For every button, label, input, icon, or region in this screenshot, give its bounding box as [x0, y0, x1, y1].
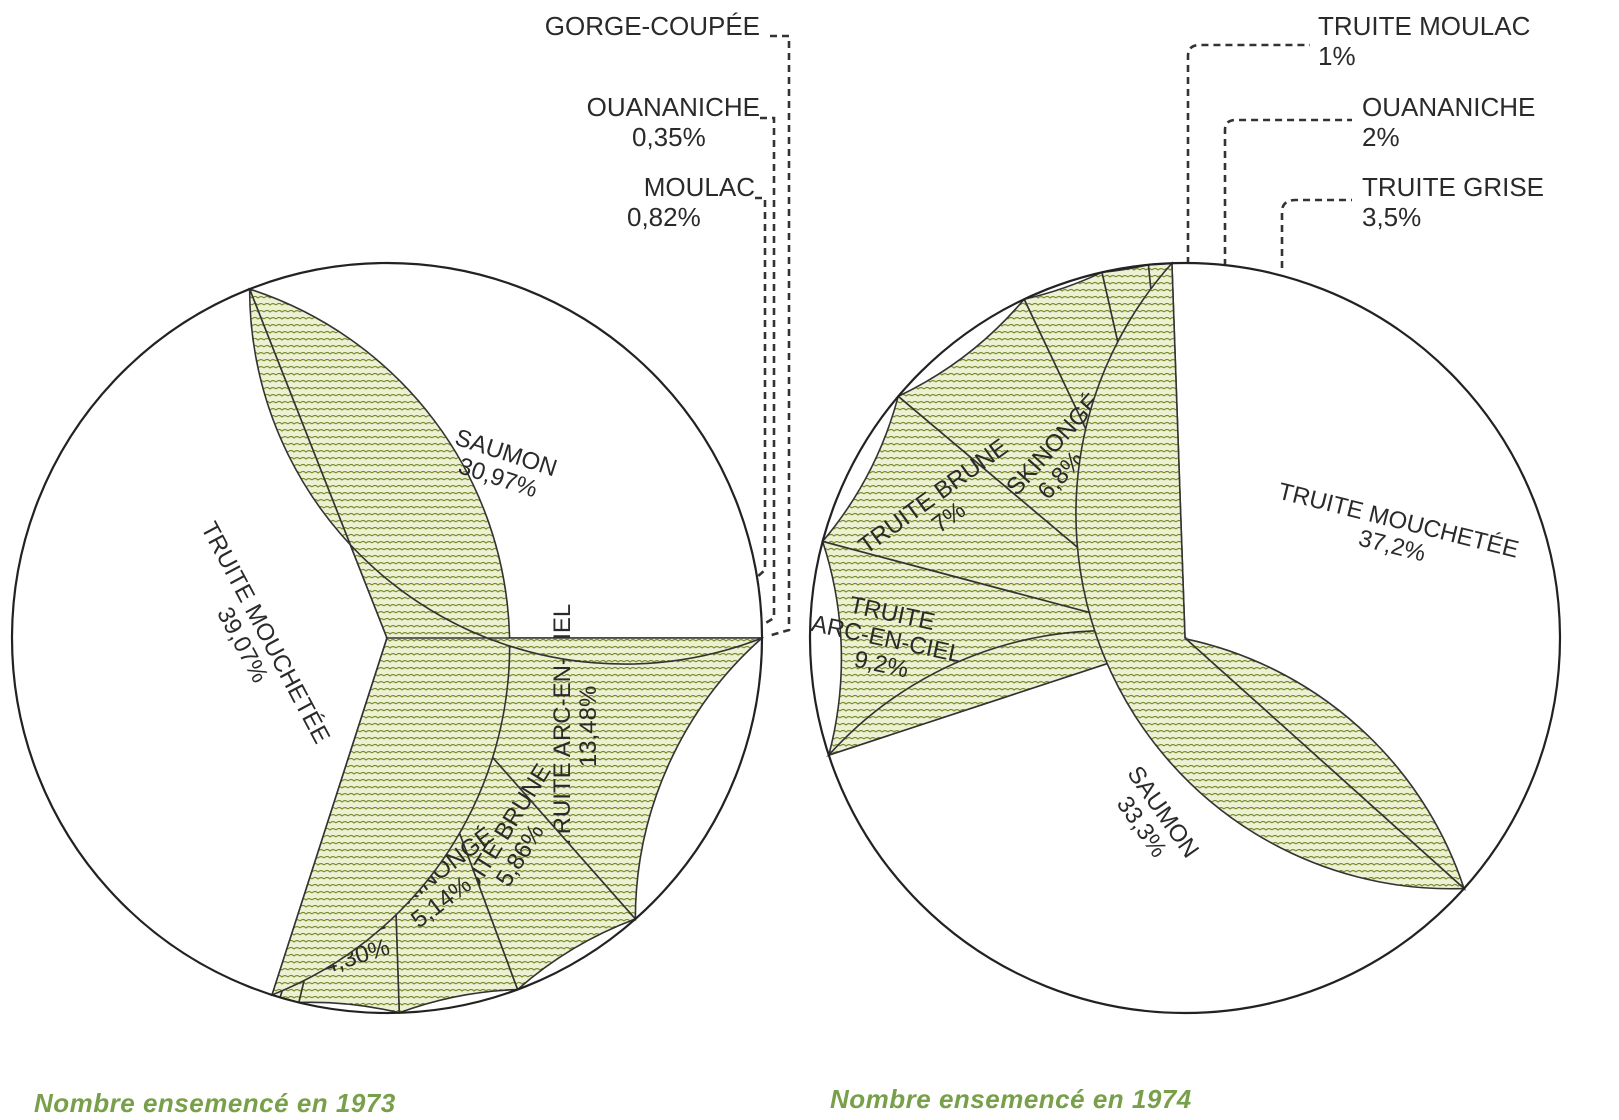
value-label-ouananiche: 2% — [1362, 122, 1400, 152]
leader-line-ouananiche — [760, 116, 776, 626]
label-ouananiche: OUANANICHE — [587, 92, 760, 122]
value-label-ouananiche: 0,35% — [632, 122, 706, 152]
label-moulac: MOULAC — [644, 172, 755, 202]
leader-line-gorge-coupee — [767, 34, 791, 638]
label-gorge-coupee: GORGE-COUPÉE — [545, 11, 760, 41]
label-ouananiche: OUANANICHE — [1362, 92, 1535, 122]
value-label-moulac: 0,82% — [627, 202, 701, 232]
label-truite-mouchetee: TRUITE MOUCHETÉE37,2% — [1269, 478, 1521, 589]
slice-saumon — [248, 288, 763, 665]
caption-1974: Nombre ensemencé en 1974 — [830, 1084, 1192, 1114]
value-label-truite-grise: 3,5% — [1362, 202, 1421, 232]
caption-1973: Nombre ensemencé en 1973 — [34, 1088, 396, 1118]
label-truite-grise: TRUITE GRISE — [1362, 172, 1544, 202]
leader-line-ouananiche — [1223, 118, 1352, 266]
leader-line-moulac — [755, 196, 767, 578]
value-label-truite-moulac: 1% — [1318, 41, 1356, 71]
slice-truite-mouchetee — [1075, 261, 1467, 890]
label-truite-mouchetee: TRUITE MOUCHETÉE39,07% — [172, 518, 335, 761]
pie-1973: TRUITE ARC-EN-CIEL13,48%TRUITE BRUNE5,86… — [10, 11, 791, 1015]
pie-outline — [10, 261, 764, 1015]
pie-outline — [808, 261, 1562, 1015]
label-truite-moulac: TRUITE MOULAC — [1318, 11, 1530, 41]
leader-line-truite-grise — [1280, 198, 1352, 268]
leader-line-truite-moulac — [1186, 43, 1310, 264]
slice-truite-mouchetee — [248, 287, 511, 997]
